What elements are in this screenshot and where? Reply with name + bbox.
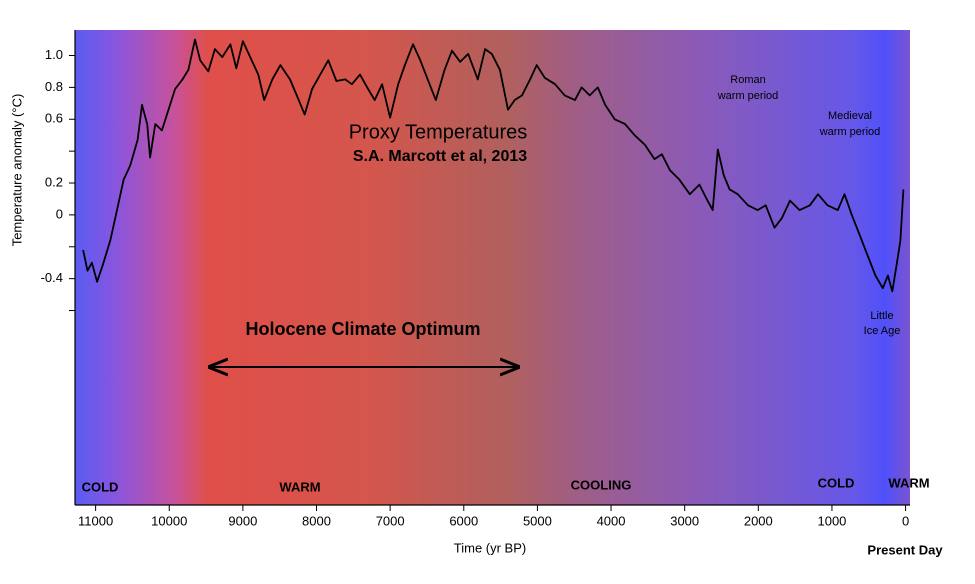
x-tick-label: 9000 <box>228 513 257 528</box>
annotation: Medieval <box>828 110 872 122</box>
band-label: WARM <box>279 479 320 494</box>
y-tick-label: 1.0 <box>45 47 63 62</box>
chart-title: Proxy Temperatures <box>349 121 528 143</box>
optimum-label: Holocene Climate Optimum <box>245 319 480 339</box>
annotation: warm period <box>819 126 881 138</box>
x-tick-label: 8000 <box>302 513 331 528</box>
x-tick-label: 10000 <box>151 513 187 528</box>
x-tick-label: 2000 <box>744 513 773 528</box>
annotation: Little <box>870 310 893 322</box>
annotation: Ice Age <box>864 325 901 337</box>
x-tick-label: 0 <box>902 513 909 528</box>
temperature-line <box>82 38 905 293</box>
y-tick-label: 0 <box>56 206 63 221</box>
x-tick-label: 6000 <box>449 513 478 528</box>
y-axis-label: Temperature anomaly (°C) <box>9 94 24 247</box>
band-label: WARM <box>888 475 929 490</box>
band-label: COLD <box>82 479 119 494</box>
plot-background <box>75 30 910 505</box>
present-day-label: Present Day <box>867 542 943 557</box>
annotation: Roman <box>730 74 765 86</box>
x-tick-label: 3000 <box>670 513 699 528</box>
x-tick-label: 5000 <box>523 513 552 528</box>
x-tick-label: 4000 <box>597 513 626 528</box>
chart-subtitle: S.A. Marcott et al, 2013 <box>353 148 527 165</box>
band-label: COOLING <box>571 477 632 492</box>
y-tick-label: 0.6 <box>45 111 63 126</box>
annotation: warm period <box>717 90 779 102</box>
y-tick-label: -0.4 <box>41 270 63 285</box>
y-tick-label: 0.8 <box>45 79 63 94</box>
x-tick-label: 11000 <box>78 513 113 528</box>
y-tick-label: 0.2 <box>45 174 63 189</box>
x-tick-label: 1000 <box>817 513 846 528</box>
band-label: COLD <box>818 475 855 490</box>
x-tick-label: 7000 <box>376 513 405 528</box>
x-axis-label: Time (yr BP) <box>454 540 526 555</box>
